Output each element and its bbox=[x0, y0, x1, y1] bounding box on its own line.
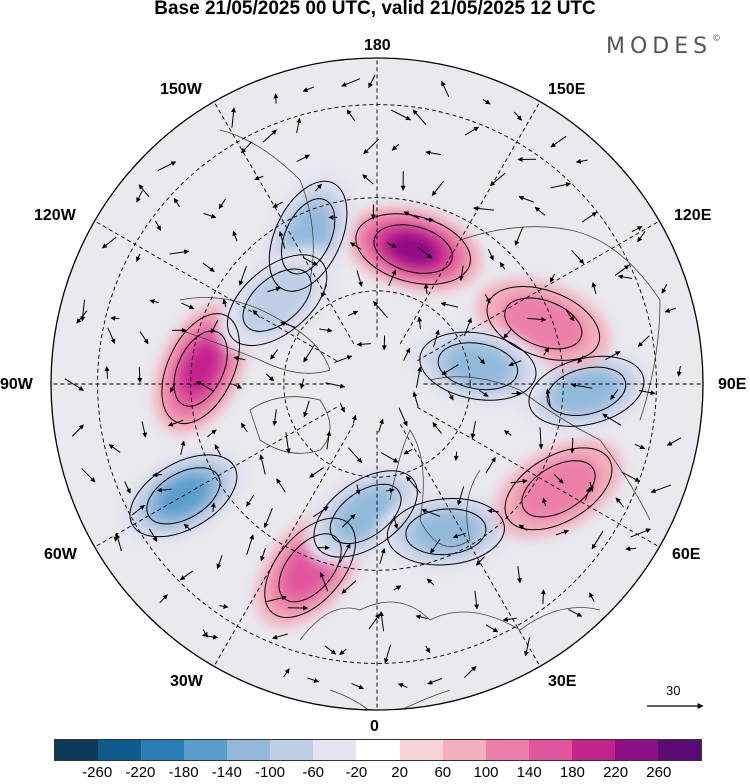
colorbar-tick-label: 100 bbox=[473, 764, 498, 781]
colorbar-tick-label: -60 bbox=[302, 764, 324, 781]
colorbar-tick-label: 180 bbox=[560, 764, 585, 781]
lon-label-150e: 150E bbox=[548, 81, 585, 99]
lon-label-180: 180 bbox=[364, 37, 391, 55]
lon-label-90e: 90E bbox=[718, 376, 746, 394]
colorbar-cell bbox=[443, 740, 486, 760]
colorbar-cell bbox=[55, 740, 98, 760]
lon-label-0: 0 bbox=[370, 718, 379, 736]
colorbar-tick-label: 140 bbox=[517, 764, 542, 781]
colorbar-cell bbox=[486, 740, 529, 760]
colorbar-cell bbox=[227, 740, 270, 760]
colorbar-cell bbox=[658, 740, 701, 760]
colorbar-tick-label: -220 bbox=[125, 764, 155, 781]
colorbar-cell bbox=[184, 740, 227, 760]
colorbar-tick-label: -260 bbox=[82, 764, 112, 781]
wind-arrow bbox=[543, 590, 544, 604]
lon-label-120w: 120W bbox=[34, 207, 76, 225]
wind-arrow bbox=[512, 393, 522, 394]
colorbar-tick-label: -180 bbox=[169, 764, 199, 781]
colorbar-cell bbox=[572, 740, 615, 760]
colorbar-tick-label: 220 bbox=[603, 764, 628, 781]
polar-map bbox=[0, 0, 750, 735]
wind-arrow bbox=[572, 438, 573, 453]
colorbar-cell bbox=[141, 740, 184, 760]
colorbar-tick-label: 20 bbox=[391, 764, 408, 781]
lon-label-60w: 60W bbox=[44, 546, 77, 564]
colorbar-cell bbox=[313, 740, 356, 760]
colorbar-cell bbox=[98, 740, 141, 760]
colorbar bbox=[54, 739, 702, 761]
colorbar-cell bbox=[615, 740, 658, 760]
colorbar-tick-label: 60 bbox=[434, 764, 451, 781]
colorbar-cell bbox=[529, 740, 572, 760]
lon-label-150w: 150W bbox=[160, 81, 202, 99]
colorbar-cell bbox=[270, 740, 313, 760]
lon-label-120e: 120E bbox=[674, 207, 711, 225]
lon-label-60e: 60E bbox=[672, 546, 700, 564]
wind-arrow bbox=[153, 475, 162, 476]
lon-label-30e: 30E bbox=[548, 673, 576, 691]
colorbar-tick-label: -20 bbox=[346, 764, 368, 781]
colorbar-ticks: -260 -220 -180 -140 -100 -60 -20 20 60 100 140 180 2… bbox=[0, 764, 750, 784]
lon-label-30w: 30W bbox=[170, 673, 203, 691]
wind-arrow bbox=[139, 367, 140, 382]
colorbar-tick-label: -140 bbox=[212, 764, 242, 781]
lon-label-90w: 90W bbox=[0, 376, 33, 394]
colorbar-tick-label: 260 bbox=[646, 764, 671, 781]
wind-reference-label: 30 bbox=[666, 683, 680, 698]
colorbar-tick-label: -100 bbox=[255, 764, 285, 781]
colorbar-cell bbox=[356, 740, 399, 760]
colorbar-cell bbox=[400, 740, 443, 760]
